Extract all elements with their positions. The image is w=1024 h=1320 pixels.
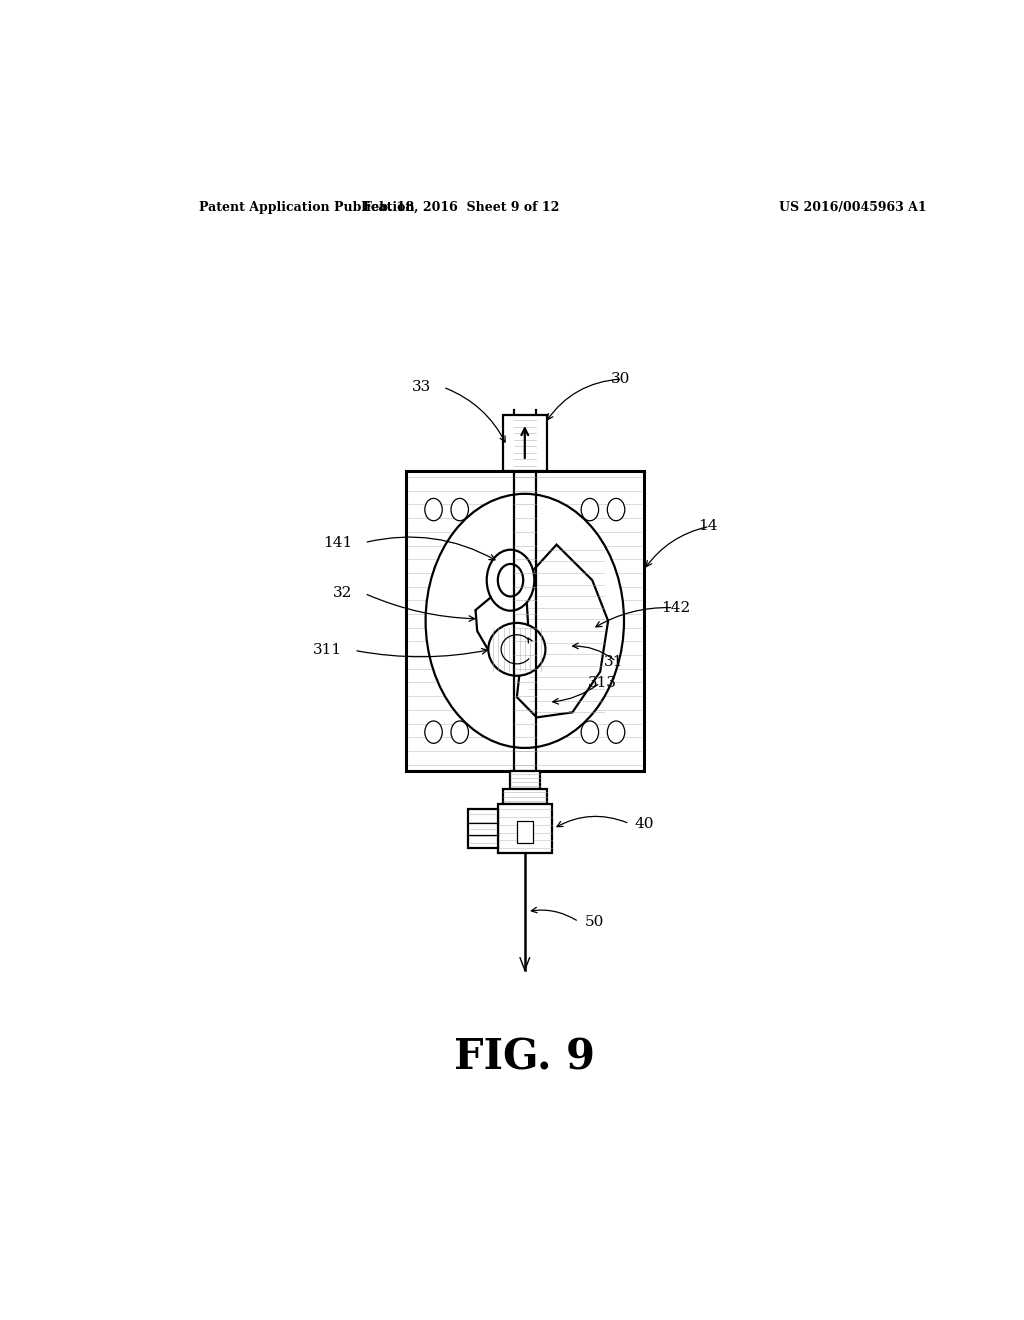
Polygon shape — [517, 545, 608, 718]
Text: 141: 141 — [324, 536, 352, 549]
Text: Feb. 18, 2016  Sheet 9 of 12: Feb. 18, 2016 Sheet 9 of 12 — [364, 201, 559, 214]
Text: 313: 313 — [588, 676, 617, 690]
Circle shape — [451, 721, 468, 743]
Text: Patent Application Publication: Patent Application Publication — [200, 201, 415, 214]
Circle shape — [451, 499, 468, 521]
Bar — [503, 789, 547, 804]
Text: 30: 30 — [610, 372, 630, 385]
Bar — [498, 804, 552, 853]
Circle shape — [486, 549, 535, 611]
Circle shape — [425, 499, 442, 521]
Text: 33: 33 — [412, 380, 431, 395]
Circle shape — [607, 499, 625, 521]
Text: 50: 50 — [585, 915, 604, 929]
Circle shape — [426, 494, 624, 748]
Text: 142: 142 — [662, 601, 690, 615]
Ellipse shape — [488, 623, 546, 676]
Circle shape — [425, 721, 442, 743]
Text: 14: 14 — [697, 519, 717, 533]
Circle shape — [498, 564, 523, 597]
Text: 31: 31 — [604, 655, 624, 668]
Bar — [510, 771, 540, 789]
Text: US 2016/0045963 A1: US 2016/0045963 A1 — [778, 201, 927, 214]
Bar — [517, 821, 532, 843]
Bar — [406, 471, 644, 771]
Circle shape — [582, 499, 599, 521]
Text: 311: 311 — [313, 643, 342, 657]
Text: 40: 40 — [634, 817, 653, 830]
Bar — [503, 414, 547, 471]
Circle shape — [582, 721, 599, 743]
Text: 32: 32 — [333, 586, 352, 601]
Circle shape — [607, 721, 625, 743]
Text: FIG. 9: FIG. 9 — [455, 1038, 595, 1078]
Polygon shape — [475, 585, 528, 669]
Bar — [468, 809, 498, 847]
